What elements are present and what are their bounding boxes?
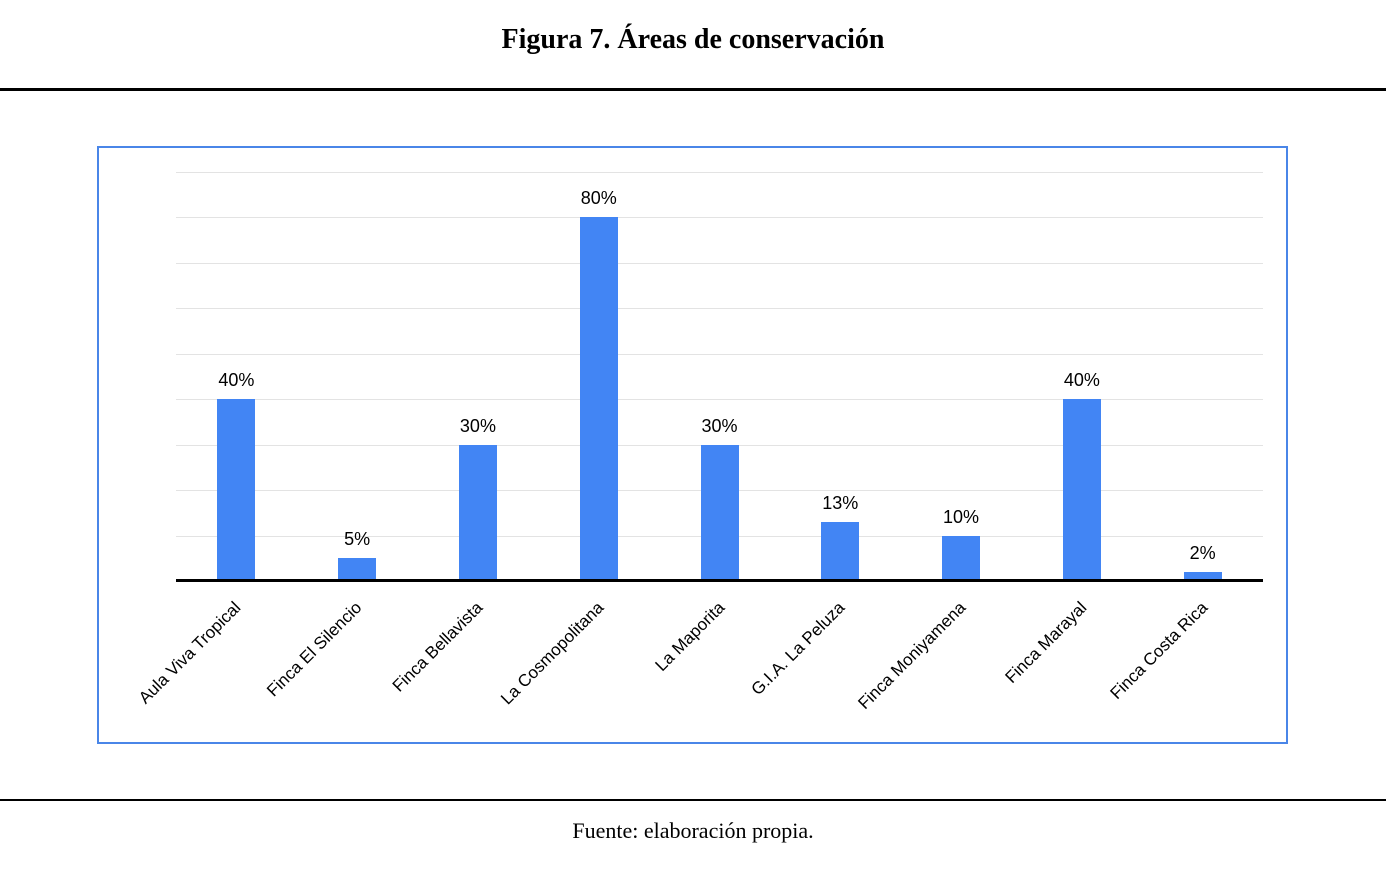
bar xyxy=(1183,571,1222,581)
gridline xyxy=(176,399,1263,401)
bar xyxy=(338,558,377,581)
bar-value-label: 30% xyxy=(701,415,738,436)
bar xyxy=(1062,399,1101,581)
bar-value-label: 13% xyxy=(822,492,859,513)
chart-frame: 40% 5% 30% 80% 30% 13% 10% 40% 2% Aula Viva Trop… xyxy=(97,146,1288,744)
gridline xyxy=(176,217,1263,219)
x-axis-line xyxy=(176,579,1263,582)
bar xyxy=(821,521,860,581)
x-axis-label: Finca Bellavista xyxy=(388,598,487,696)
bar xyxy=(700,444,739,581)
bar-value-label: 5% xyxy=(344,529,371,550)
bar-value-label: 30% xyxy=(459,415,496,436)
gridline xyxy=(176,308,1263,310)
bar-chart-plot-area: 40% 5% 30% 80% 30% 13% 10% 40% 2% xyxy=(176,172,1263,581)
bar-value-label: 10% xyxy=(943,506,980,527)
bar xyxy=(579,217,618,581)
bar xyxy=(942,535,981,581)
x-axis-label: Finca Marayal xyxy=(1001,598,1091,687)
gridline xyxy=(176,353,1263,355)
footer-divider xyxy=(0,799,1386,801)
x-axis-label: Aula Viva Tropical xyxy=(135,598,245,708)
figure-title: Figura 7. Áreas de conservación xyxy=(501,24,885,55)
gridline xyxy=(176,172,1263,173)
bar-value-label: 80% xyxy=(580,188,617,209)
title-divider xyxy=(0,88,1386,91)
bar-value-label: 2% xyxy=(1189,542,1216,563)
x-axis-labels: Aula Viva Tropical Finca El Silencio Finca… xyxy=(99,581,1286,742)
bar-value-label: 40% xyxy=(1063,370,1100,391)
bar-value-label: 40% xyxy=(218,370,255,391)
x-axis-label: La Maporita xyxy=(651,598,728,675)
x-axis-label: G.I.A. La Peluza xyxy=(747,598,849,699)
x-axis-label: La Cosmopolitana xyxy=(496,598,608,709)
bar xyxy=(458,444,497,581)
bar xyxy=(217,399,256,581)
x-axis-label: Finca Moniyamena xyxy=(854,598,970,713)
x-axis-label: Finca Costa Rica xyxy=(1106,598,1212,703)
x-axis-label: Finca El Silencio xyxy=(263,598,366,701)
gridline xyxy=(176,262,1263,264)
source-note: Fuente: elaboración propia. xyxy=(572,818,814,843)
